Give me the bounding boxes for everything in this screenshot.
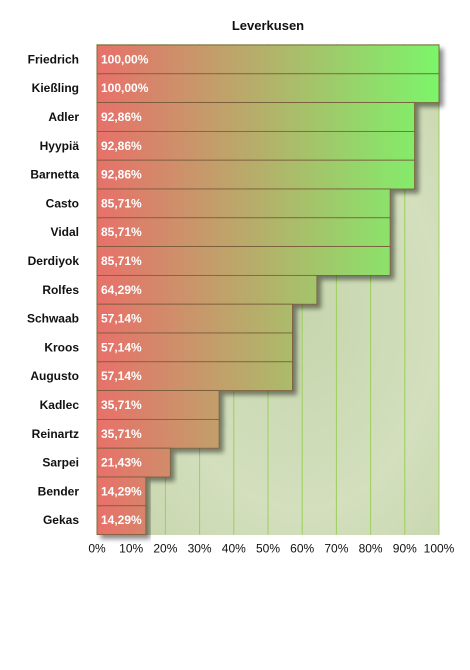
x-tick-label: 40% [222,542,246,556]
bar [96,332,293,363]
bar [96,505,147,535]
category-label: Rolfes [42,283,79,297]
bar [96,159,415,190]
bar [96,418,220,449]
bar [96,102,415,132]
category-label: Casto [46,196,79,210]
x-tick-label: 70% [324,542,348,556]
bar [96,274,318,305]
bar-value-label: 85,71% [101,225,142,239]
bar [96,390,220,420]
category-label: Sarpei [42,456,79,470]
x-tick-label: 10% [119,542,143,556]
bar-value-label: 35,71% [101,398,142,412]
bars: 100,00% 100,00% 92,86% 92,86% 92,86% 85,71% 85… [96,44,440,535]
bar-value-label: 57,14% [101,312,142,326]
category-label: Hyypiä [40,139,80,153]
x-tick-label: 50% [256,542,280,556]
x-axis-ticks: 0% 10% 20% 30% 40% 50% 60% 70% 80% 90% 100% [88,542,454,556]
bar [96,44,440,75]
bar-value-label: 92,86% [101,139,142,153]
bar-value-label: 14,29% [101,513,142,527]
bar-value-label: 21,43% [101,456,142,470]
x-tick-label: 80% [359,542,383,556]
bar-value-label: 100,00% [101,52,149,66]
x-tick-label: 20% [153,542,177,556]
chart-title: Leverkusen [232,18,304,33]
category-label: Reinartz [32,427,79,441]
bar-value-label: 14,29% [101,484,142,498]
category-label: Friedrich [28,52,79,66]
category-labels: Friedrich Kießling Adler Hyypiä Barnetta Cast… [27,52,79,527]
category-label: Adler [48,110,79,124]
category-label: Gekas [43,513,79,527]
x-tick-label: 0% [88,542,106,556]
category-label: Vidal [51,225,79,239]
bar [96,188,391,219]
category-label: Schwaab [27,312,79,326]
bar-value-label: 92,86% [101,168,142,182]
bar [96,303,293,334]
bar-value-label: 64,29% [101,283,142,297]
x-tick-label: 100% [424,542,455,556]
category-label: Kadlec [40,398,80,412]
bar-value-label: 35,71% [101,427,142,441]
category-label: Augusto [30,369,79,383]
bar-value-label: 85,71% [101,196,142,210]
bar-value-label: 92,86% [101,110,142,124]
bar-value-label: 85,71% [101,254,142,268]
category-label: Bender [38,484,80,498]
category-label: Kroos [44,340,79,354]
category-label: Barnetta [30,168,79,182]
bar-value-label: 57,14% [101,369,142,383]
bar [96,130,415,161]
x-tick-label: 30% [188,542,212,556]
category-label: Kießling [32,81,79,95]
category-label: Derdiyok [28,254,80,268]
bar-value-label: 100,00% [101,81,149,95]
x-tick-label: 60% [290,542,314,556]
x-tick-label: 90% [393,542,417,556]
bar-value-label: 57,14% [101,340,142,354]
bar [96,73,440,104]
bar [96,217,391,248]
